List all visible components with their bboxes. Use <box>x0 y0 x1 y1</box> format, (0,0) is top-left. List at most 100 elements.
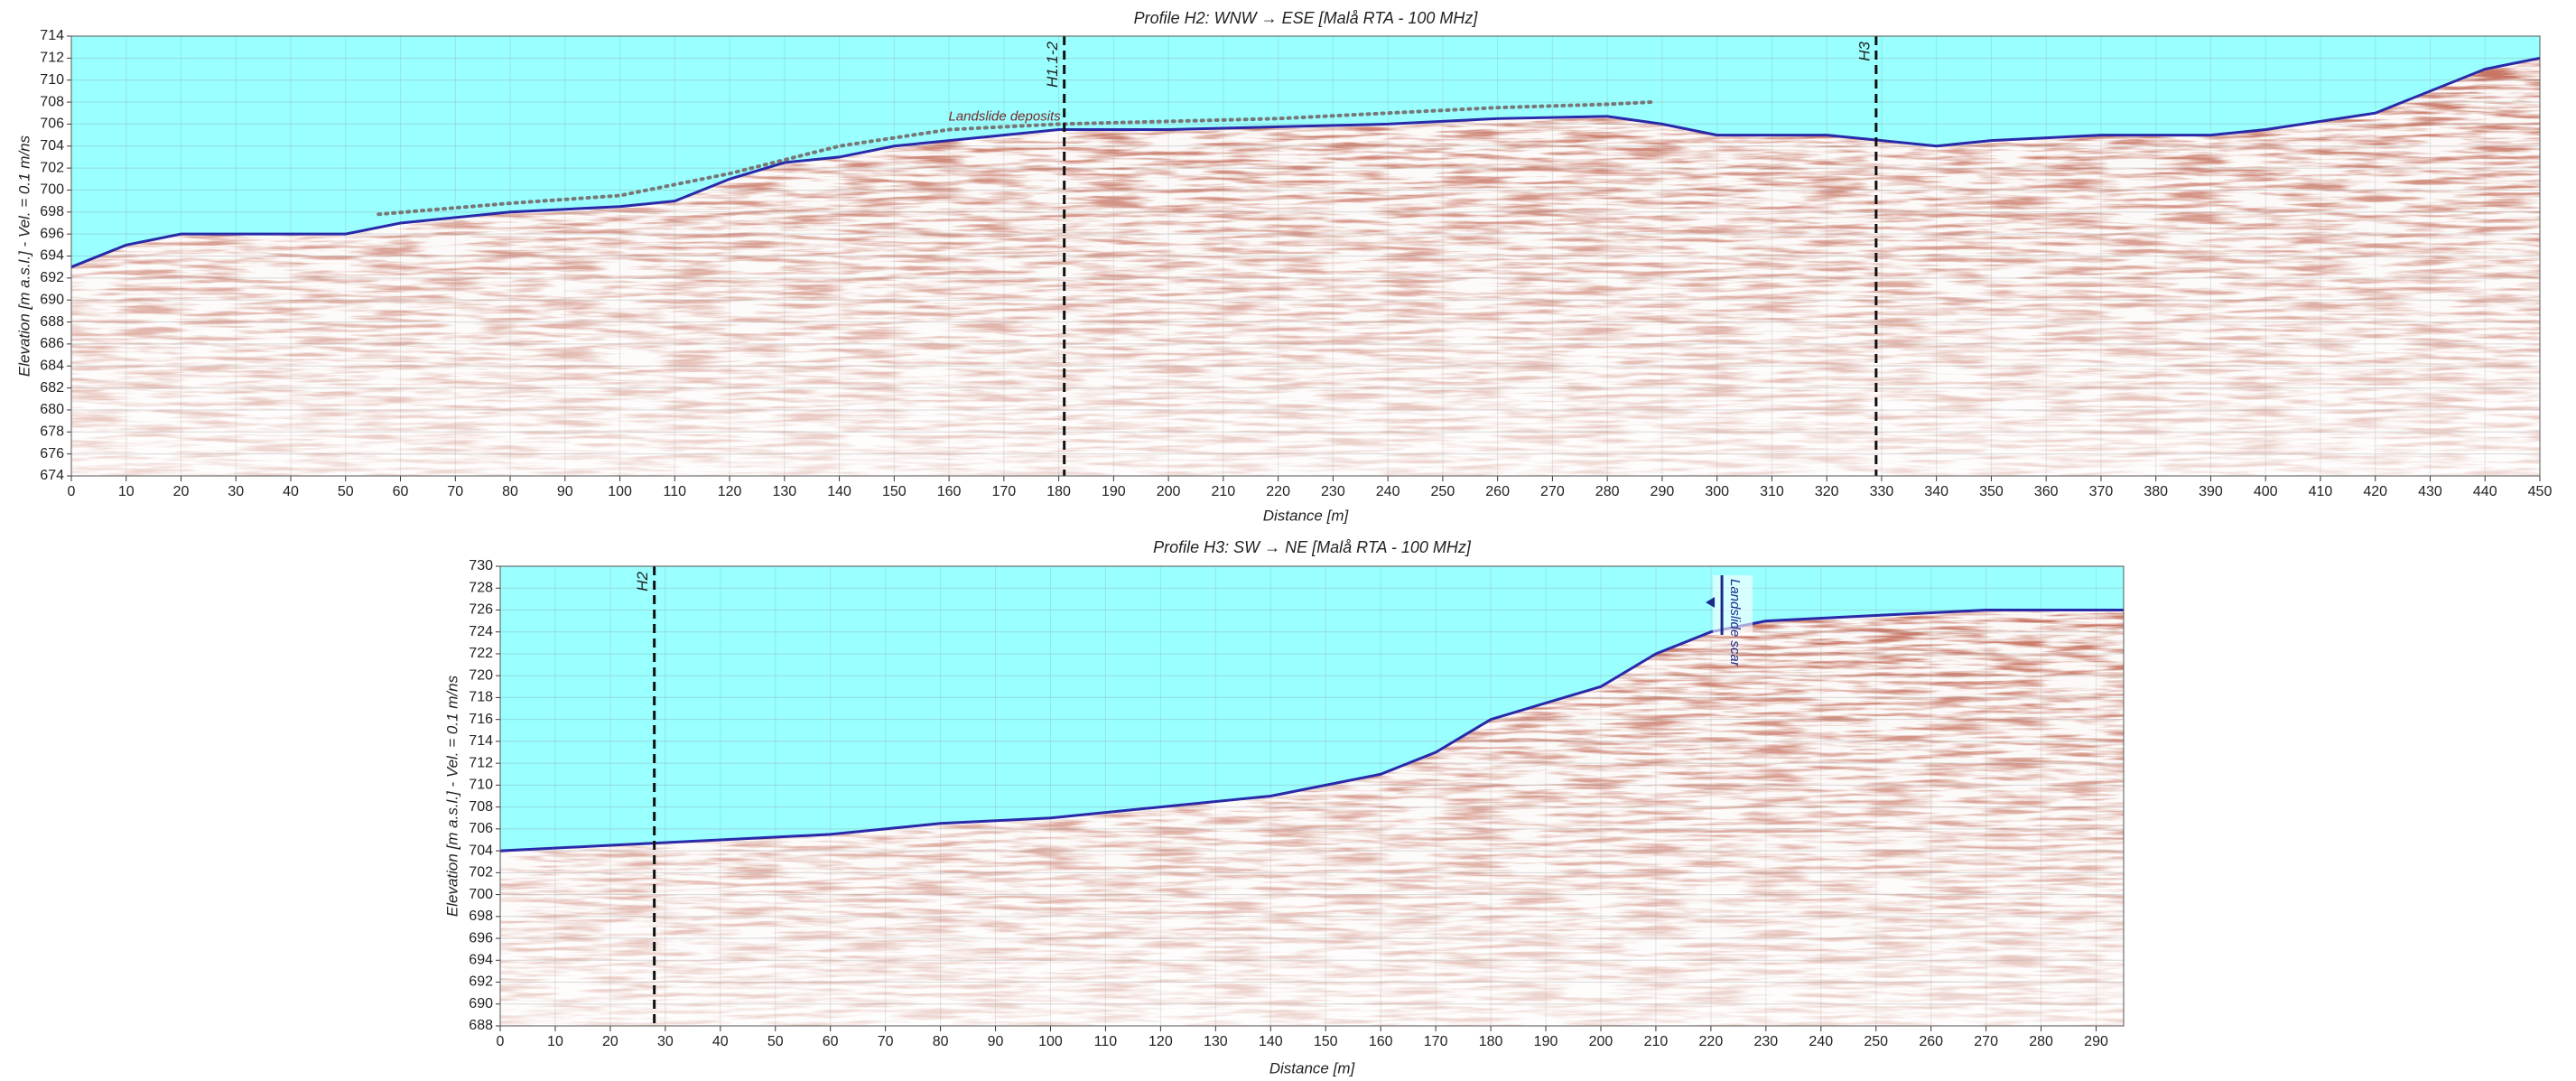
y-tick-label: 696 <box>40 226 64 241</box>
x-tick-label: 160 <box>937 484 962 499</box>
y-axis-label: Elevation [m a.s.l.] - Vel. = 0.1 m/ns <box>15 135 33 377</box>
chart-title: Profile H2: WNW → ESE [Malå RTA - 100 MH… <box>1134 9 1479 27</box>
x-tick-label: 120 <box>1149 1034 1173 1049</box>
y-tick-label: 722 <box>469 646 493 661</box>
y-tick-label: 710 <box>469 778 493 793</box>
y-tick-label: 720 <box>469 667 493 683</box>
x-tick-label: 300 <box>1705 484 1729 499</box>
x-tick-label: 160 <box>1369 1034 1393 1049</box>
x-tick-label: 260 <box>1485 484 1510 499</box>
x-tick-label: 410 <box>2309 484 2333 499</box>
x-tick-label: 150 <box>1314 1034 1338 1049</box>
x-tick-label: 140 <box>827 484 851 499</box>
y-tick-label: 696 <box>469 930 493 946</box>
y-tick-label: 708 <box>469 799 493 815</box>
x-tick-label: 280 <box>1595 484 1620 499</box>
x-tick-label: 90 <box>988 1034 1004 1049</box>
x-tick-label: 210 <box>1212 484 1236 499</box>
x-tick-label: 420 <box>2363 484 2387 499</box>
x-tick-label: 60 <box>823 1034 839 1049</box>
y-tick-label: 686 <box>40 336 64 351</box>
x-tick-label: 50 <box>338 484 354 499</box>
y-tick-label: 692 <box>40 270 64 285</box>
x-tick-label: 140 <box>1259 1034 1283 1049</box>
y-tick-label: 702 <box>469 865 493 881</box>
y-tick-label: 694 <box>40 248 64 264</box>
x-tick-label: 20 <box>602 1034 618 1049</box>
x-tick-label: 30 <box>228 484 244 499</box>
y-tick-label: 674 <box>40 468 64 483</box>
y-tick-label: 704 <box>469 843 493 858</box>
x-tick-label: 40 <box>283 484 299 499</box>
x-tick-label: 60 <box>393 484 409 499</box>
x-tick-label: 440 <box>2473 484 2497 499</box>
x-tick-label: 390 <box>2199 484 2223 499</box>
y-tick-label: 704 <box>40 138 64 154</box>
x-tick-label: 120 <box>718 484 742 499</box>
x-tick-label: 250 <box>1431 484 1455 499</box>
y-tick-label: 680 <box>40 402 64 417</box>
deposits-label: Landslide deposits <box>948 108 1061 124</box>
x-tick-label: 20 <box>173 484 190 499</box>
x-tick-label: 220 <box>1699 1034 1724 1049</box>
x-tick-label: 130 <box>772 484 796 499</box>
x-tick-label: 90 <box>557 484 573 499</box>
x-tick-label: 220 <box>1266 484 1290 499</box>
y-tick-label: 694 <box>469 953 493 968</box>
y-tick-label: 706 <box>40 116 64 132</box>
y-tick-label: 712 <box>40 51 64 66</box>
x-tick-label: 130 <box>1204 1034 1228 1049</box>
scar-label: Landslide scar <box>1727 579 1743 667</box>
x-tick-label: 250 <box>1864 1034 1888 1049</box>
y-tick-label: 690 <box>40 292 64 307</box>
x-tick-label: 190 <box>1534 1034 1558 1049</box>
x-tick-label: 260 <box>1919 1034 1943 1049</box>
y-tick-label: 700 <box>40 182 64 198</box>
x-tick-label: 150 <box>882 484 907 499</box>
x-tick-label: 290 <box>1651 484 1675 499</box>
x-tick-label: 280 <box>2029 1034 2053 1049</box>
y-tick-label: 702 <box>40 160 64 175</box>
x-tick-label: 100 <box>608 484 632 499</box>
marker-label: H2 <box>634 571 651 591</box>
y-tick-label: 692 <box>469 974 493 990</box>
x-tick-label: 110 <box>1094 1034 1118 1049</box>
x-tick-label: 0 <box>68 484 76 499</box>
x-tick-label: 190 <box>1102 484 1126 499</box>
y-tick-label: 698 <box>40 204 64 219</box>
y-tick-label: 716 <box>469 712 493 727</box>
x-tick-label: 380 <box>2144 484 2168 499</box>
x-tick-label: 310 <box>1760 484 1784 499</box>
chart-title: Profile H3: SW → NE [Malå RTA - 100 MHz] <box>1153 538 1472 556</box>
x-tick-label: 30 <box>657 1034 674 1049</box>
x-tick-label: 230 <box>1321 484 1345 499</box>
x-tick-label: 350 <box>1979 484 2004 499</box>
x-tick-label: 110 <box>664 484 687 499</box>
x-tick-label: 230 <box>1753 1034 1778 1049</box>
y-tick-label: 714 <box>469 733 493 749</box>
x-tick-label: 270 <box>1540 484 1565 499</box>
x-tick-label: 330 <box>1870 484 1894 499</box>
y-tick-label: 688 <box>40 314 64 330</box>
x-tick-label: 400 <box>2254 484 2278 499</box>
y-tick-label: 724 <box>469 624 493 639</box>
x-tick-label: 200 <box>1157 484 1181 499</box>
x-tick-label: 80 <box>502 484 518 499</box>
x-tick-label: 360 <box>2034 484 2059 499</box>
x-tick-label: 10 <box>547 1034 563 1049</box>
x-tick-label: 450 <box>2528 484 2553 499</box>
y-tick-label: 700 <box>469 887 493 902</box>
x-tick-label: 430 <box>2418 484 2442 499</box>
x-tick-label: 50 <box>767 1034 784 1049</box>
y-axis-label: Elevation [m a.s.l.] - Vel. = 0.1 m/ns <box>443 675 460 917</box>
x-tick-label: 370 <box>2089 484 2114 499</box>
x-tick-label: 40 <box>712 1034 729 1049</box>
x-tick-label: 0 <box>497 1034 505 1049</box>
x-tick-label: 200 <box>1589 1034 1613 1049</box>
x-tick-label: 180 <box>1046 484 1071 499</box>
x-tick-label: 80 <box>933 1034 949 1049</box>
marker-label: H1.1-2 <box>1044 41 1061 88</box>
x-tick-label: 210 <box>1644 1034 1669 1049</box>
y-tick-label: 678 <box>40 424 64 440</box>
x-axis-label: Distance [m] <box>1263 507 1350 524</box>
